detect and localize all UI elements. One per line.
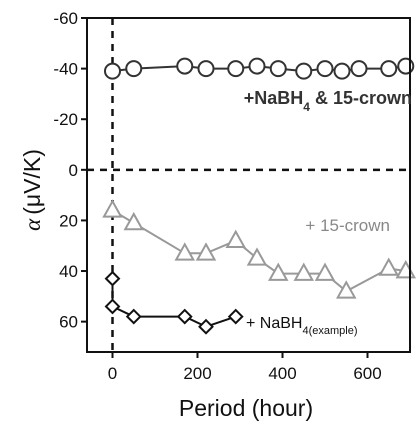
data-point-nabh4-example (227, 308, 244, 325)
data-point-nabh4-15crown (350, 60, 368, 78)
x-tick-label: 600 (353, 364, 381, 383)
data-point-15crown (335, 280, 357, 299)
x-tick-label: 0 (108, 364, 117, 383)
data-point-nabh4-15crown (380, 60, 398, 78)
y-tick-label: 40 (59, 262, 78, 281)
data-point-15crown (378, 257, 400, 276)
x-axis-title: Period (hour) (179, 395, 313, 421)
data-point-15crown (102, 199, 123, 218)
data-point-15crown (225, 229, 247, 248)
y-tick-label: -40 (53, 60, 78, 79)
data-point-nabh4-15crown (316, 60, 334, 78)
series-label-nabh4-example: + NaBH4(example) (246, 315, 358, 337)
data-point-nabh4-15crown (176, 57, 194, 75)
data-point-nabh4-example (104, 270, 121, 287)
y-tick-label: -20 (53, 110, 78, 129)
y-axis-title: α(μV/K) (19, 149, 45, 231)
data-point-nabh4-example (104, 298, 121, 315)
series-label-nabh4-15crown: +NaBH4 & 15-crown (244, 88, 412, 114)
data-point-15crown (195, 242, 217, 261)
data-point-nabh4-15crown (227, 60, 245, 78)
x-tick-label: 400 (268, 364, 296, 383)
plot-frame (86, 17, 411, 353)
data-point-15crown (293, 262, 315, 281)
y-tick-label: 60 (59, 313, 78, 332)
data-point-nabh4-15crown (333, 62, 351, 80)
data-point-nabh4-15crown (295, 62, 313, 80)
data-point-15crown (314, 262, 336, 281)
data-point-15crown (246, 247, 268, 266)
data-point-nabh4-15crown (197, 60, 215, 78)
series-label-15crown: + 15-crown (305, 216, 390, 235)
y-tick-label: -60 (53, 9, 78, 28)
y-tick-label: 0 (69, 161, 78, 180)
data-point-nabh4-example (125, 308, 142, 325)
series-markers (102, 57, 417, 335)
data-point-nabh4-15crown (269, 60, 287, 78)
data-point-nabh4-15crown (125, 60, 143, 78)
data-point-15crown (267, 262, 289, 281)
x-tick-label: 200 (183, 364, 211, 383)
data-point-15crown (174, 242, 196, 261)
data-point-nabh4-example (198, 318, 214, 335)
data-point-nabh4-15crown (104, 62, 121, 80)
data-point-nabh4-15crown (248, 57, 266, 75)
y-tick-label: 20 (59, 211, 78, 230)
data-point-15crown (123, 211, 145, 231)
series-line-15crown (111, 209, 406, 293)
data-point-nabh4-example (176, 308, 193, 325)
